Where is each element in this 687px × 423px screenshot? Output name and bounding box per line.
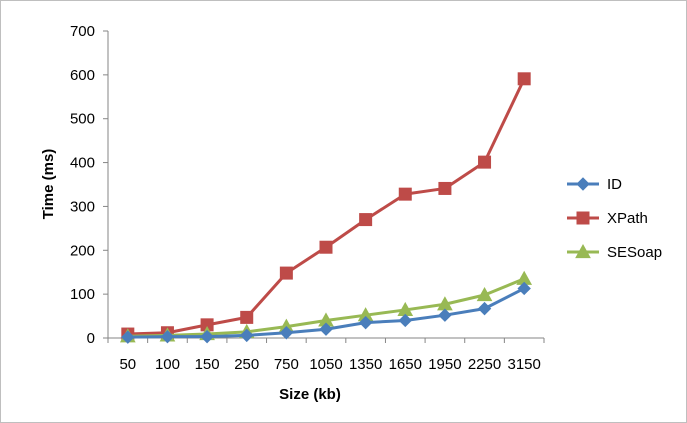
legend-item-sesoap: SESoap [567,243,662,261]
data-point-id [438,308,452,322]
legend-item-xpath: XPath [567,210,648,227]
legend-marker [575,243,591,259]
legend: ID XPath SESoap [567,176,662,261]
x-tick-label: 750 [274,356,299,373]
x-tick-label: 3150 [507,356,540,373]
legend-label: XPath [607,210,648,227]
x-tick-label: 1050 [309,356,342,373]
series-id [121,281,531,344]
data-point-id [477,301,492,316]
data-point-xpath [240,310,254,324]
x-tick-label: 150 [195,356,220,373]
y-tick-label: 700 [70,23,95,40]
data-point-xpath [319,240,333,254]
data-point-id [240,328,254,343]
y-tick-label: 0 [87,330,95,347]
legend-label: ID [607,176,622,193]
y-tick-label: 300 [70,198,95,215]
y-axis-title: Time (ms) [40,149,57,220]
x-tick-label: 250 [234,356,259,373]
data-point-xpath [478,155,492,169]
data-point-id [398,313,412,328]
x-tick-label: 2250 [468,356,501,373]
series-line-xpath [127,78,526,336]
x-tick-label: 50 [119,356,136,373]
plot-area [119,72,533,344]
data-point-xpath [438,181,452,195]
y-tick-label: 400 [70,155,95,172]
data-point-id [200,329,214,344]
data-point-sesoap [476,286,493,302]
data-point-id [160,329,175,344]
data-point-id [517,281,531,296]
y-axis: 0 100 200 300 400 500 600 700 [70,23,109,347]
x-tick-label: 100 [155,356,180,373]
data-point-id [121,330,135,344]
y-tick-label: 600 [70,67,95,84]
y-tick-label: 500 [70,111,95,128]
x-tick-label: 1350 [349,356,382,373]
legend-label: SESoap [607,244,662,261]
legend-marker [576,211,590,225]
data-point-xpath [398,187,412,201]
data-point-xpath [279,266,293,280]
x-axis: 50 100 150 250 750 1050 1350 1650 1950 2250 3150 [107,337,545,373]
legend-marker [576,177,590,191]
data-point-id [279,326,294,340]
x-tick-label: 1650 [389,356,422,373]
x-axis-title: Size (kb) [279,386,341,403]
y-tick-label: 200 [70,242,95,259]
legend-item-id: ID [567,176,622,193]
y-tick-label: 100 [70,286,95,303]
data-point-id [358,315,373,330]
data-point-xpath [359,213,373,227]
data-point-xpath [517,72,531,86]
data-point-id [319,322,333,336]
x-tick-label: 1950 [428,356,461,373]
